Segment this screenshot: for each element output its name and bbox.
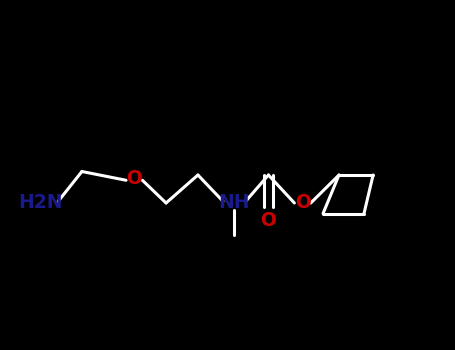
Text: O: O (295, 194, 310, 212)
Text: O: O (126, 169, 142, 188)
Text: NH: NH (218, 194, 250, 212)
Text: O: O (261, 211, 276, 230)
Text: H2N: H2N (19, 194, 63, 212)
